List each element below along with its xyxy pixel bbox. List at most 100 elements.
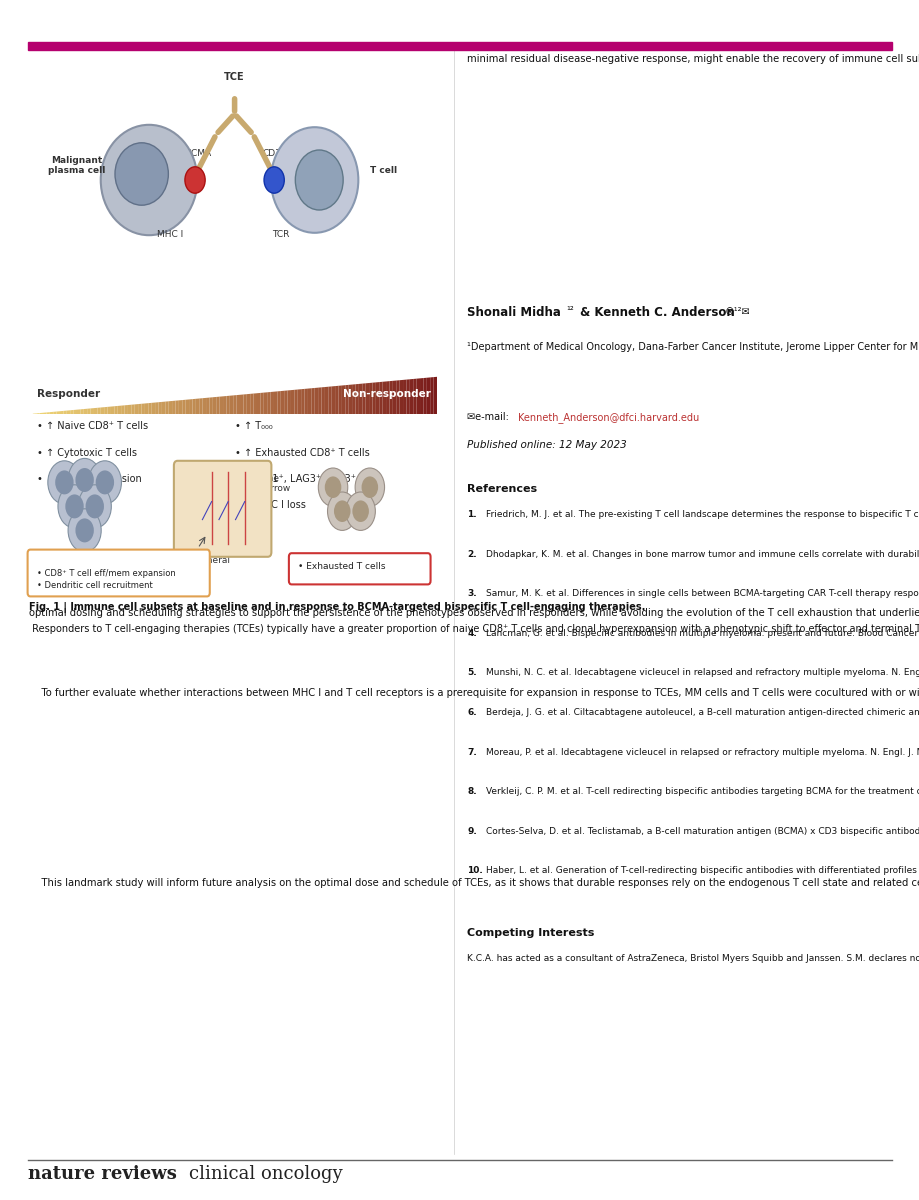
Polygon shape bbox=[389, 380, 392, 414]
Polygon shape bbox=[236, 395, 240, 414]
Polygon shape bbox=[426, 378, 430, 414]
Text: Haber, L. et al. Generation of T-cell-redirecting bispecific antibodies with dif: Haber, L. et al. Generation of T-cell-re… bbox=[485, 866, 919, 876]
FancyBboxPatch shape bbox=[174, 461, 271, 557]
Ellipse shape bbox=[295, 150, 343, 210]
Polygon shape bbox=[111, 407, 114, 414]
FancyBboxPatch shape bbox=[289, 553, 430, 584]
Polygon shape bbox=[40, 413, 43, 414]
Circle shape bbox=[264, 167, 284, 193]
Text: Non-responder: Non-responder bbox=[342, 389, 430, 398]
Polygon shape bbox=[50, 412, 53, 414]
Polygon shape bbox=[124, 406, 128, 414]
Text: 8.: 8. bbox=[467, 787, 476, 797]
Polygon shape bbox=[118, 406, 121, 414]
Polygon shape bbox=[172, 401, 176, 414]
Text: Moreau, P. et al. Idecabtagene vicleucel in relapsed or refractory multiple myel: Moreau, P. et al. Idecabtagene vicleucel… bbox=[485, 748, 919, 757]
Polygon shape bbox=[308, 389, 311, 414]
Polygon shape bbox=[189, 400, 192, 414]
Polygon shape bbox=[409, 379, 413, 414]
Polygon shape bbox=[168, 401, 172, 414]
Circle shape bbox=[361, 476, 378, 498]
Circle shape bbox=[68, 458, 101, 502]
Polygon shape bbox=[108, 407, 111, 414]
Polygon shape bbox=[230, 395, 233, 414]
Polygon shape bbox=[240, 395, 244, 414]
Polygon shape bbox=[121, 406, 124, 414]
Polygon shape bbox=[53, 412, 57, 414]
Text: MHC I: MHC I bbox=[157, 230, 183, 239]
Text: Berdeja, J. G. et al. Ciltacabtagene autoleucel, a B-cell maturation antigen-dir: Berdeja, J. G. et al. Ciltacabtagene aut… bbox=[485, 708, 919, 718]
Text: 1.: 1. bbox=[467, 510, 476, 520]
Polygon shape bbox=[358, 384, 362, 414]
Text: 7.: 7. bbox=[467, 748, 477, 757]
Circle shape bbox=[346, 492, 375, 530]
Circle shape bbox=[334, 500, 350, 522]
Text: ✉e-mail:: ✉e-mail: bbox=[467, 412, 512, 421]
Text: Friedrich, M. J. et al. The pre-existing T cell landscape determines the respons: Friedrich, M. J. et al. The pre-existing… bbox=[485, 510, 919, 520]
Polygon shape bbox=[101, 407, 104, 414]
Polygon shape bbox=[186, 400, 189, 414]
Polygon shape bbox=[332, 386, 335, 414]
Text: Published online: 12 May 2023: Published online: 12 May 2023 bbox=[467, 440, 627, 450]
Text: minimal residual disease-negative response, might enable the recovery of immune : minimal residual disease-negative respon… bbox=[467, 54, 919, 64]
Text: Malignant
plasma cell: Malignant plasma cell bbox=[48, 156, 105, 175]
Circle shape bbox=[355, 468, 384, 506]
Polygon shape bbox=[212, 397, 216, 414]
Polygon shape bbox=[267, 392, 270, 414]
Polygon shape bbox=[365, 383, 369, 414]
Circle shape bbox=[75, 468, 94, 492]
Polygon shape bbox=[162, 402, 165, 414]
Circle shape bbox=[88, 461, 121, 504]
Polygon shape bbox=[413, 379, 416, 414]
Polygon shape bbox=[60, 410, 63, 414]
Polygon shape bbox=[57, 412, 60, 414]
Polygon shape bbox=[314, 388, 318, 414]
Polygon shape bbox=[355, 384, 358, 414]
Bar bbox=[28, 42, 891, 50]
Polygon shape bbox=[155, 402, 158, 414]
Text: Fig. 1 | Immune cell subsets at baseline and in response to BCMA-targeted bispec: Fig. 1 | Immune cell subsets at baseline… bbox=[29, 602, 645, 613]
Polygon shape bbox=[362, 383, 365, 414]
Polygon shape bbox=[406, 379, 409, 414]
Text: • ↑ Exhausted CD8⁺ T cells: • ↑ Exhausted CD8⁺ T cells bbox=[234, 448, 369, 457]
Text: 4.: 4. bbox=[467, 629, 477, 638]
Circle shape bbox=[65, 494, 84, 518]
Text: Competing Interests: Competing Interests bbox=[467, 928, 594, 937]
Polygon shape bbox=[152, 402, 155, 414]
Polygon shape bbox=[216, 397, 220, 414]
Text: BCMA: BCMA bbox=[185, 149, 210, 157]
Circle shape bbox=[85, 494, 104, 518]
Text: • ↑ Naive CD8⁺ T cells: • ↑ Naive CD8⁺ T cells bbox=[37, 421, 148, 431]
Text: K.C.A. has acted as a consultant of AstraZeneca, Bristol Myers Squibb and Jansse: K.C.A. has acted as a consultant of Astr… bbox=[467, 954, 919, 964]
Polygon shape bbox=[254, 394, 256, 414]
Polygon shape bbox=[206, 397, 210, 414]
Polygon shape bbox=[352, 384, 355, 414]
Polygon shape bbox=[250, 394, 254, 414]
Polygon shape bbox=[74, 409, 77, 414]
Polygon shape bbox=[222, 396, 226, 414]
Text: 10.: 10. bbox=[467, 866, 482, 876]
Text: • ↑ MHC I expression: • ↑ MHC I expression bbox=[37, 474, 142, 484]
Ellipse shape bbox=[271, 127, 358, 233]
Circle shape bbox=[58, 485, 91, 528]
Polygon shape bbox=[423, 378, 426, 414]
Polygon shape bbox=[46, 412, 50, 414]
Polygon shape bbox=[277, 391, 280, 414]
FancyBboxPatch shape bbox=[28, 550, 210, 596]
Circle shape bbox=[185, 167, 205, 193]
Polygon shape bbox=[416, 378, 420, 414]
Polygon shape bbox=[246, 394, 250, 414]
Text: Kenneth_Anderson@dfci.harvard.edu: Kenneth_Anderson@dfci.harvard.edu bbox=[517, 412, 698, 422]
Polygon shape bbox=[67, 410, 70, 414]
Text: 6.: 6. bbox=[467, 708, 476, 718]
Text: 3.: 3. bbox=[467, 589, 476, 599]
Polygon shape bbox=[202, 398, 206, 414]
Text: Bone
marrow: Bone marrow bbox=[255, 474, 289, 493]
Circle shape bbox=[318, 468, 347, 506]
Polygon shape bbox=[165, 401, 168, 414]
Text: TCE: TCE bbox=[224, 72, 244, 82]
Polygon shape bbox=[311, 388, 314, 414]
Polygon shape bbox=[294, 390, 298, 414]
Text: optimal dosing and scheduling strategies to support the persistence of the pheno: optimal dosing and scheduling strategies… bbox=[29, 608, 919, 618]
Polygon shape bbox=[244, 394, 246, 414]
